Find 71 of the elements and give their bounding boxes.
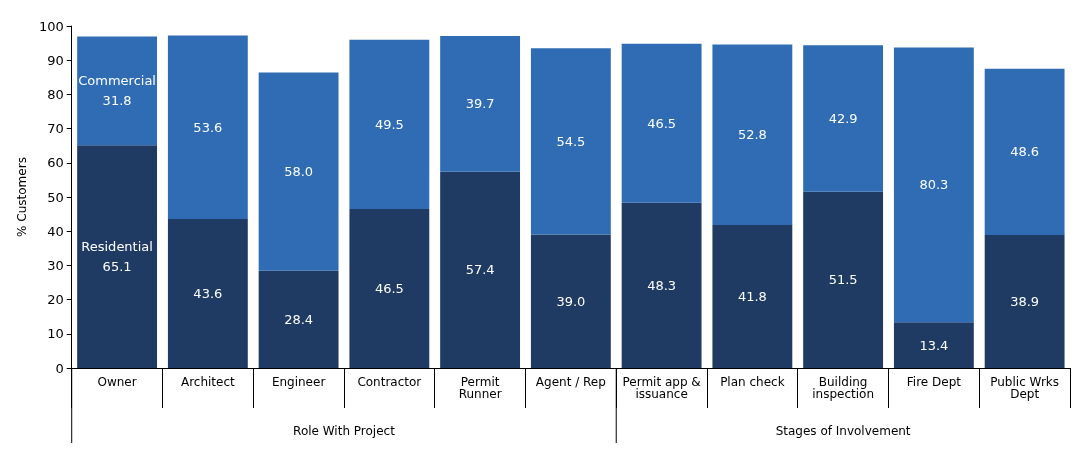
- y-tick-label: 10: [47, 326, 64, 342]
- bar: [984, 68, 1065, 235]
- y-tick-label: 80: [47, 86, 64, 102]
- bar: [621, 43, 702, 203]
- bar: [77, 36, 158, 146]
- x-tick-label: Owner: [97, 375, 137, 389]
- data-label: 41.8: [737, 289, 767, 305]
- y-tick-label: 0: [55, 360, 64, 376]
- y-tick-label: 20: [47, 292, 64, 308]
- data-label: 48.6: [1010, 144, 1040, 160]
- data-label: 39.0: [556, 293, 586, 309]
- data-label: 28.4: [284, 311, 314, 327]
- y-tick-label: 40: [47, 223, 64, 239]
- series-label: Commercial: [78, 73, 156, 89]
- y-tick-label: 90: [47, 52, 64, 68]
- data-label: 46.5: [374, 280, 404, 296]
- x-tick-label: Fire Dept: [906, 375, 962, 389]
- x-tick-label: Agent / Rep: [535, 375, 606, 389]
- data-label: 31.8: [102, 93, 132, 109]
- bar: [530, 234, 611, 368]
- data-label: 53.6: [193, 119, 223, 135]
- data-label: 57.4: [465, 262, 495, 278]
- data-label: 48.3: [647, 277, 677, 293]
- x-tick-label: Permit app & issuance: [622, 375, 701, 401]
- bar: [712, 225, 793, 368]
- series-label: Residential: [81, 239, 153, 255]
- data-label: 46.5: [647, 115, 677, 131]
- data-label: 13.4: [919, 337, 949, 353]
- data-label: 51.5: [828, 272, 858, 288]
- y-tick-label: 60: [47, 155, 64, 171]
- data-label: 43.6: [193, 285, 223, 301]
- data-label: 58.0: [284, 164, 314, 180]
- data-label: 39.7: [465, 96, 495, 112]
- y-tick-label: 30: [47, 257, 64, 273]
- bar: [349, 208, 430, 368]
- x-tick-label: Contractor: [357, 375, 422, 389]
- bar: [621, 202, 702, 368]
- bar: [167, 218, 248, 368]
- data-label: 80.3: [919, 177, 949, 193]
- x-tick-label: Architect: [180, 375, 236, 389]
- bar: [530, 48, 611, 235]
- y-axis-title: % Customers: [15, 157, 29, 237]
- data-label: 38.9: [1010, 293, 1040, 309]
- bar: [440, 35, 521, 172]
- text: Stages of Involvement: [775, 424, 911, 438]
- bar: [349, 39, 430, 209]
- data-label: 52.8: [737, 127, 767, 143]
- x-tick-label: Permit Runner: [458, 375, 502, 401]
- bar: [712, 44, 793, 226]
- data-label: 42.9: [828, 111, 858, 127]
- bar: [258, 270, 339, 368]
- bar: [803, 45, 884, 192]
- text: Role With Project: [293, 424, 396, 438]
- y-tick-label: 70: [47, 121, 64, 137]
- y-tick-label: 100: [38, 18, 64, 34]
- bar: [77, 145, 158, 368]
- x-tick-label: Engineer: [271, 375, 326, 389]
- bar: [167, 35, 248, 219]
- bar: [893, 47, 974, 323]
- y-tick-label: 50: [47, 189, 64, 205]
- bar: [984, 234, 1065, 368]
- bar: [258, 72, 339, 271]
- x-tick-label: Public Wrks Dept: [990, 375, 1060, 401]
- data-label: 54.5: [556, 133, 586, 149]
- bar: [440, 171, 521, 368]
- x-tick-label: Building inspection: [812, 375, 875, 401]
- x-tick-label: Plan check: [720, 375, 785, 389]
- bar: [803, 191, 884, 368]
- data-label: 65.1: [102, 259, 132, 275]
- data-label: 49.5: [374, 116, 404, 132]
- bar: [893, 322, 974, 368]
